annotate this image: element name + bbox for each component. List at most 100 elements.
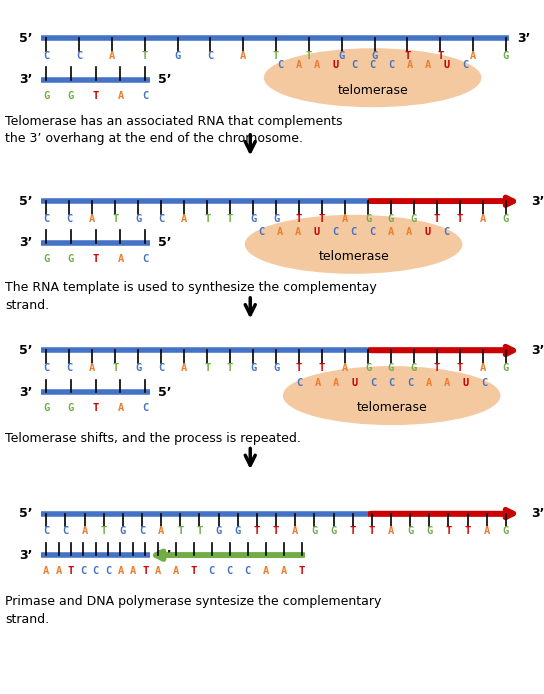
Text: G: G bbox=[426, 526, 432, 536]
Text: U: U bbox=[332, 60, 339, 70]
Text: A: A bbox=[314, 60, 320, 70]
Text: T: T bbox=[465, 526, 471, 536]
Text: C: C bbox=[388, 378, 395, 388]
Text: T: T bbox=[142, 566, 149, 576]
Text: A: A bbox=[470, 51, 476, 60]
Text: G: G bbox=[43, 403, 50, 413]
Text: G: G bbox=[338, 51, 345, 60]
Text: G: G bbox=[273, 363, 279, 373]
Text: A: A bbox=[118, 254, 123, 264]
Text: A: A bbox=[480, 214, 486, 223]
Text: T: T bbox=[112, 363, 118, 373]
Text: G: G bbox=[503, 214, 509, 223]
Text: C: C bbox=[296, 378, 302, 388]
Text: T: T bbox=[350, 526, 356, 536]
Text: C: C bbox=[370, 378, 376, 388]
Text: 3’: 3’ bbox=[531, 507, 544, 520]
Text: 3’: 3’ bbox=[531, 344, 544, 357]
Text: C: C bbox=[81, 566, 86, 576]
Text: C: C bbox=[76, 51, 82, 60]
Text: U: U bbox=[443, 60, 450, 70]
Text: telomerase: telomerase bbox=[318, 251, 389, 263]
Text: C: C bbox=[443, 227, 449, 237]
Text: G: G bbox=[503, 51, 509, 60]
Text: A: A bbox=[263, 566, 269, 576]
Text: C: C bbox=[142, 403, 149, 413]
Text: T: T bbox=[296, 363, 302, 373]
Text: T: T bbox=[434, 363, 440, 373]
Text: 5’: 5’ bbox=[158, 549, 171, 561]
Text: 5’: 5’ bbox=[19, 344, 33, 357]
Text: The RNA template is used to synthesize the complementay
strand.: The RNA template is used to synthesize t… bbox=[5, 281, 377, 312]
Text: G: G bbox=[503, 363, 509, 373]
Text: A: A bbox=[342, 214, 348, 223]
Text: T: T bbox=[101, 526, 107, 536]
Text: C: C bbox=[245, 566, 251, 576]
Text: C: C bbox=[227, 566, 233, 576]
Text: A: A bbox=[158, 526, 164, 536]
Text: T: T bbox=[457, 363, 463, 373]
Text: A: A bbox=[425, 378, 432, 388]
Text: A: A bbox=[82, 526, 88, 536]
Text: A: A bbox=[181, 214, 187, 223]
Text: C: C bbox=[369, 227, 375, 237]
Text: T: T bbox=[446, 526, 452, 536]
Text: A: A bbox=[406, 60, 413, 70]
Text: C: C bbox=[43, 214, 50, 223]
Text: G: G bbox=[407, 526, 413, 536]
Text: C: C bbox=[481, 378, 487, 388]
Text: G: G bbox=[250, 363, 256, 373]
Text: T: T bbox=[92, 254, 99, 264]
Text: Telomerase shifts, and the process is repeated.: Telomerase shifts, and the process is re… bbox=[5, 432, 301, 445]
Text: T: T bbox=[437, 51, 443, 60]
Text: C: C bbox=[66, 363, 72, 373]
Text: G: G bbox=[120, 526, 126, 536]
Text: G: G bbox=[503, 526, 509, 536]
Text: A: A bbox=[55, 566, 61, 576]
Text: A: A bbox=[43, 566, 50, 576]
Text: A: A bbox=[281, 566, 287, 576]
Text: T: T bbox=[273, 526, 279, 536]
Text: G: G bbox=[388, 363, 394, 373]
Text: G: G bbox=[234, 526, 241, 536]
Text: C: C bbox=[462, 60, 468, 70]
Text: C: C bbox=[258, 227, 264, 237]
Text: C: C bbox=[105, 566, 111, 576]
Text: T: T bbox=[196, 526, 202, 536]
Text: 5’: 5’ bbox=[158, 386, 171, 398]
Text: A: A bbox=[240, 51, 246, 60]
Text: G: G bbox=[365, 363, 371, 373]
Text: C: C bbox=[209, 566, 215, 576]
Ellipse shape bbox=[283, 366, 500, 425]
Text: G: G bbox=[68, 91, 74, 101]
Text: A: A bbox=[295, 60, 302, 70]
Text: C: C bbox=[388, 60, 394, 70]
Text: A: A bbox=[118, 91, 123, 101]
Text: T: T bbox=[254, 526, 260, 536]
Text: A: A bbox=[342, 363, 348, 373]
Text: A: A bbox=[118, 403, 123, 413]
Text: C: C bbox=[407, 378, 413, 388]
Text: T: T bbox=[92, 91, 99, 101]
Text: G: G bbox=[135, 363, 141, 373]
Text: C: C bbox=[43, 526, 50, 536]
Text: 3’: 3’ bbox=[19, 237, 33, 249]
Text: C: C bbox=[158, 214, 164, 223]
Text: C: C bbox=[139, 526, 145, 536]
Text: A: A bbox=[292, 526, 298, 536]
Text: 5’: 5’ bbox=[19, 195, 33, 208]
Text: A: A bbox=[130, 566, 136, 576]
Text: G: G bbox=[43, 91, 50, 101]
Text: C: C bbox=[62, 526, 69, 536]
Text: G: G bbox=[135, 214, 141, 223]
Text: T: T bbox=[191, 566, 197, 576]
Text: T: T bbox=[457, 214, 463, 223]
Text: T: T bbox=[227, 214, 233, 223]
Text: C: C bbox=[350, 227, 357, 237]
Text: Primase and DNA polymerase syntesize the complementary
strand.: Primase and DNA polymerase syntesize the… bbox=[5, 595, 382, 626]
Text: 5’: 5’ bbox=[158, 74, 171, 86]
Text: A: A bbox=[388, 526, 394, 536]
Text: G: G bbox=[175, 51, 181, 60]
Text: T: T bbox=[306, 51, 312, 60]
Text: 3’: 3’ bbox=[517, 32, 530, 44]
